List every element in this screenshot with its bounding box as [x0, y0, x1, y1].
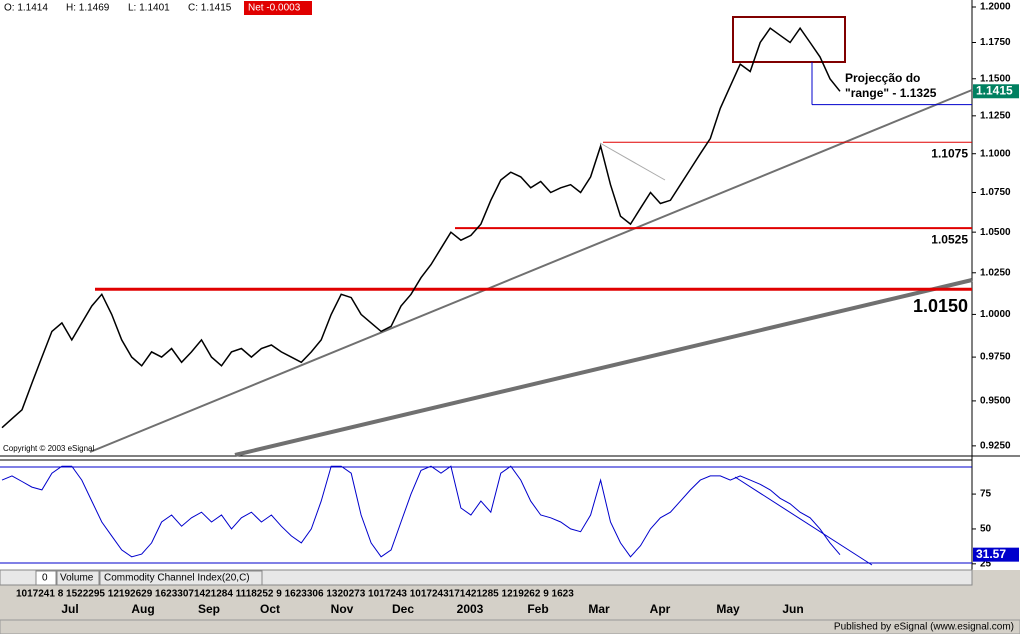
net-box — [244, 1, 312, 15]
x-tick-label: Oct — [260, 602, 280, 616]
y-tick-label: 1.1000 — [980, 148, 1011, 159]
copyright: Copyright © 2003 eSignal — [3, 444, 95, 453]
x-tick-label: Dec — [392, 602, 414, 616]
y-tick-label: 0.9750 — [980, 352, 1011, 363]
status-bar — [0, 619, 1020, 634]
x-tick-label: 2003 — [457, 602, 484, 616]
tab[interactable] — [99, 570, 263, 586]
y-tick-label: 0.9500 — [980, 396, 1011, 407]
y-tick-label: 1.0500 — [980, 227, 1011, 238]
high: H: 1.1469 — [66, 3, 110, 14]
range-box — [732, 16, 846, 63]
level-label: 1.1075 — [931, 146, 968, 160]
x-tick-label: Nov — [331, 602, 354, 616]
y-tick-label: 1.1750 — [980, 37, 1011, 48]
y-tick-label: 25 — [980, 558, 992, 569]
series-line — [1, 26, 841, 429]
footer: Published by eSignal (www.esignal.com) — [834, 622, 1014, 633]
annotation: Projecção do — [845, 71, 920, 85]
net: Net -0.0003 — [248, 3, 301, 14]
trendline — [89, 89, 973, 453]
y-tick-label: 0.9250 — [980, 441, 1011, 452]
y-tick-label: 1.1500 — [980, 73, 1011, 84]
tab-label[interactable]: Volume — [60, 573, 94, 584]
y-tick-label: 1.0000 — [980, 309, 1011, 320]
low: L: 1.1401 — [128, 3, 170, 14]
last-value-tag — [973, 84, 1019, 99]
trendline — [734, 476, 873, 566]
open: O: 1.1414 — [4, 3, 48, 14]
annotation: "range" - 1.1325 — [845, 86, 937, 100]
x-tick-label: Feb — [527, 602, 548, 616]
y-tick-label: 1.0250 — [980, 267, 1011, 278]
last-value-tag — [973, 547, 1019, 562]
last-value-label: 31.57 — [976, 547, 1006, 561]
y-tick-label: 1.1250 — [980, 110, 1011, 121]
tab[interactable] — [35, 570, 57, 586]
series-line — [1, 465, 841, 558]
trendline — [599, 142, 666, 181]
y-tick-label: 1.0750 — [980, 187, 1011, 198]
y-tick-label: 75 — [980, 489, 992, 500]
tab[interactable] — [56, 570, 100, 586]
x-tick-label: Jul — [61, 602, 78, 616]
tab-label[interactable]: Commodity Channel Index(20,C) — [104, 573, 250, 584]
x-tick-label: Jun — [782, 602, 803, 616]
x-tick-label: Apr — [650, 602, 671, 616]
x-tick-label: Sep — [198, 602, 220, 616]
last-value-label: 1.1415 — [976, 83, 1013, 97]
close: C: 1.1415 — [188, 3, 232, 14]
day-row: 1017241 8 1522295 12192629 1623307142128… — [16, 589, 574, 600]
trendline — [234, 278, 973, 457]
level-label: 1.0525 — [931, 232, 968, 246]
level-label: 1.0150 — [913, 296, 968, 316]
y-tick-label: 50 — [980, 524, 992, 535]
y-tick-label: 1.2000 — [980, 2, 1011, 13]
x-tick-label: Aug — [131, 602, 154, 616]
tab-label[interactable]: 0 — [42, 573, 48, 584]
x-tick-label: Mar — [588, 602, 610, 616]
x-tick-label: May — [716, 602, 740, 616]
